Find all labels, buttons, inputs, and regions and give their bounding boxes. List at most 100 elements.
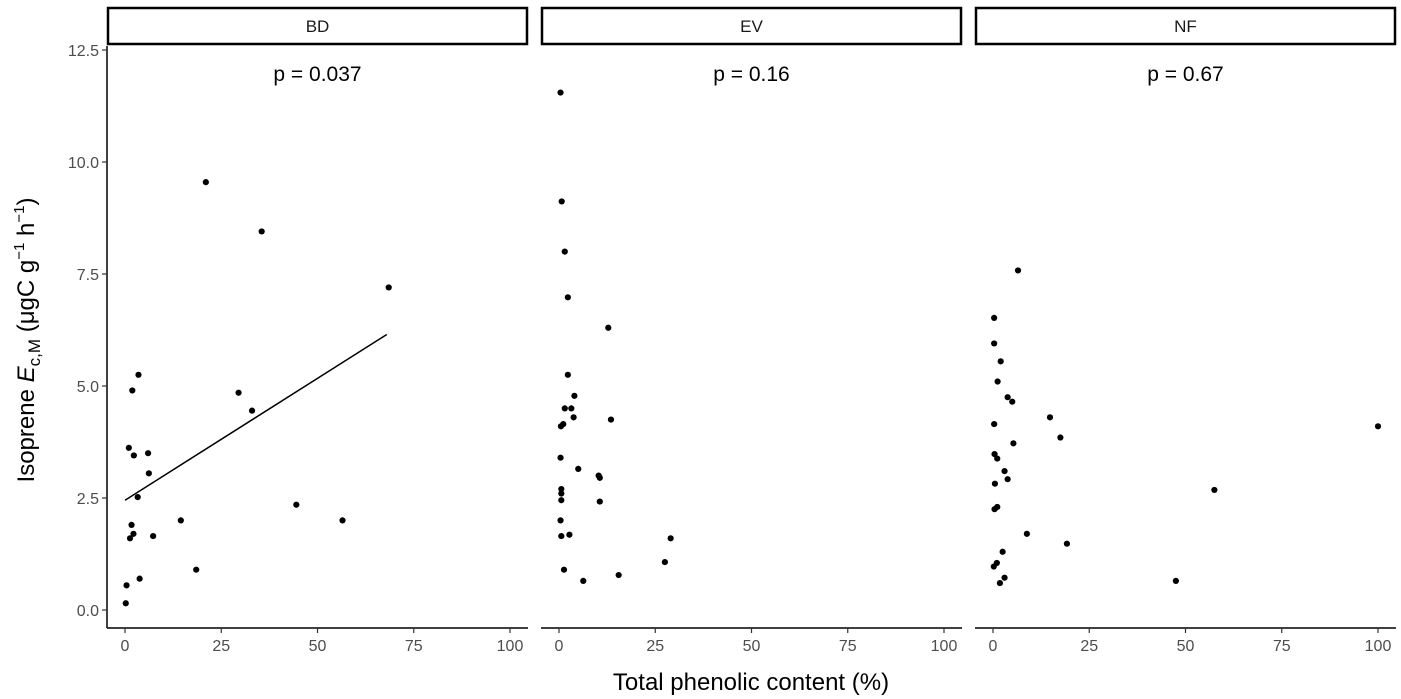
facet-strip-label: BD [306,17,330,36]
y-tick-label: 10.0 [68,155,99,172]
data-point [615,571,622,579]
data-point [1001,574,1008,581]
data-point [126,535,134,542]
data-point [571,392,578,399]
p-value-annotation: p = 0.67 [1147,63,1223,86]
data-point [557,517,564,524]
facet-panel-nf: NF 0 25 50 75 100 p = 0.67 [974,6,1397,655]
data-point [1046,414,1054,421]
data-point [1004,394,1011,401]
data-point [561,405,568,412]
p-value-annotation: p = 0.16 [713,63,789,86]
facet-strip-label: NF [1174,17,1197,36]
facet-panels: BD 0 25 50 75 100 0.0 2.5 5.0 7.5 10.0 12.5 p = 0.03… [68,6,1397,655]
y-tick-label: 12.5 [68,43,99,60]
x-tick-label: 75 [839,638,857,655]
data-point [564,371,571,378]
facet-panel-bd: BD 0 25 50 75 100 0.0 2.5 5.0 7.5 10.0 12.5 p = 0.03… [68,6,529,655]
data-point [122,600,129,607]
data-point [339,517,346,524]
data-point [135,371,142,378]
y-tick-label: 2.5 [77,491,99,508]
data-point [596,474,603,481]
data-point [1010,440,1017,447]
data-point [566,531,573,538]
data-point [248,407,256,414]
data-point [661,558,668,566]
data-point [1211,486,1218,494]
x-tick-label: 50 [1177,638,1195,655]
y-axis-title: Isoprene Ec,M (μgC g−1 h−1) [11,198,44,483]
data-point [145,470,152,477]
regression-line [124,333,388,501]
x-tick-label: 100 [931,638,958,655]
data-point [1172,577,1179,584]
data-point [1374,423,1382,430]
y-axis-title-close: ) [13,198,40,206]
facet-strip [106,6,529,46]
y-axis-title-subscript: c,M [25,339,44,366]
data-point [991,420,998,428]
data-point [667,535,674,542]
y-tick-label: 5.0 [77,379,99,396]
data-point [991,450,998,458]
data-point [134,494,141,501]
y-axis-title-units: (μgC g [13,260,40,339]
data-point [293,501,300,508]
data-point [575,465,582,472]
data-point [558,532,565,540]
data-point [994,503,1001,511]
facet-strip [974,6,1397,46]
data-point [136,575,143,582]
data-point [996,580,1004,587]
data-point [605,324,612,331]
data-point [177,517,184,524]
data-point [1004,476,1011,483]
data-point [1014,267,1022,274]
data-point [997,358,1004,365]
y-axis-title-prefix: Isoprene [13,382,40,482]
data-point [607,416,615,423]
x-tick-label: 25 [646,638,664,655]
data-point [990,563,997,570]
x-tick-label: 100 [497,638,524,655]
data-point [994,455,1001,462]
data-point [999,548,1006,555]
data-point [561,248,568,255]
data-point [560,420,567,428]
data-point [991,340,998,347]
x-tick-label: 100 [1365,638,1392,655]
data-point [557,89,564,96]
y-axis-title-exponent-1: −1 [11,243,28,260]
data-point [558,497,565,504]
data-point [558,485,565,493]
x-tick-label: 0 [121,638,130,655]
data-point [1057,434,1064,441]
data-point [570,414,577,421]
x-tick-label: 25 [1080,638,1098,655]
data-point [385,284,392,291]
data-point [150,532,157,540]
x-axis-title: Total phenolic content (%) [613,669,889,696]
data-point [1009,398,1016,405]
data-point [558,198,565,205]
x-tick-label: 0 [555,638,564,655]
data-point [145,450,152,457]
x-tick-label: 75 [405,638,423,655]
facet-strip [540,6,963,46]
data-point [258,228,265,235]
data-point [128,521,135,528]
y-axis-title-units-h: h [13,223,40,243]
data-point [991,314,998,322]
y-tick-label: 0.0 [77,603,99,620]
x-tick-label: 75 [1273,638,1291,655]
data-point [557,454,564,461]
data-point [193,566,200,573]
x-tick-label: 25 [212,638,230,655]
data-point [1001,468,1008,475]
y-axis-title-exponent-2: −1 [11,206,28,223]
data-point [558,490,565,497]
facet-strip-label: EV [740,17,763,36]
y-tick-label: 7.5 [77,267,99,284]
data-point [125,444,132,451]
